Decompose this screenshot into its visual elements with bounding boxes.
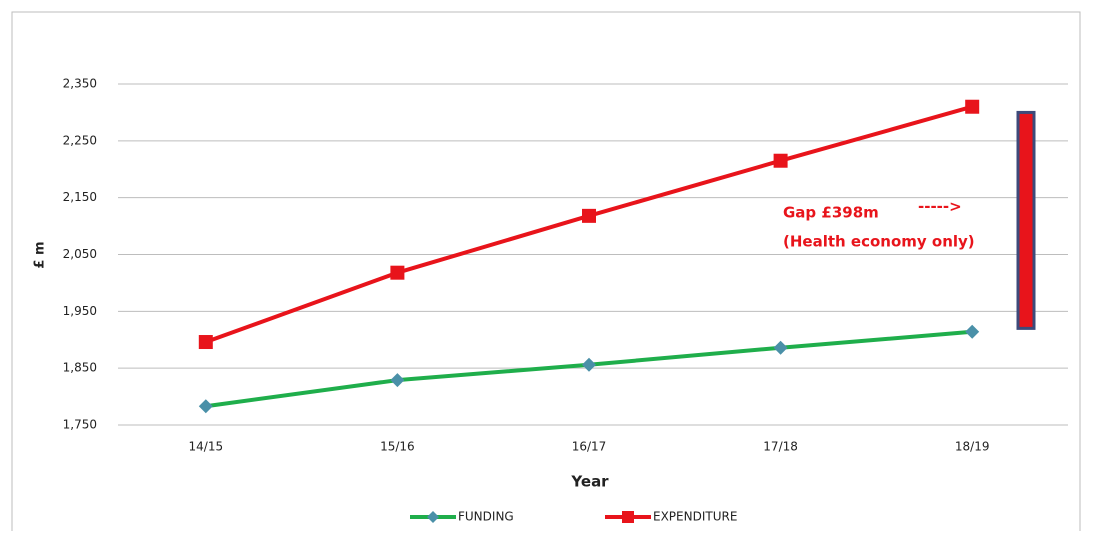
marker: [198, 399, 213, 414]
y-tick-label: 1,950: [63, 304, 97, 318]
y-tick-label: 1,850: [63, 361, 97, 375]
x-tick-label: 17/18: [763, 440, 798, 454]
marker: [198, 335, 213, 350]
y-tick-label: 2,250: [63, 133, 97, 147]
marker: [390, 265, 405, 280]
legend-label: EXPENDITURE: [653, 510, 737, 524]
y-axis-label: £ m: [33, 241, 48, 268]
annotation: Gap £398m: [783, 204, 879, 222]
y-tick-label: 2,350: [63, 77, 97, 91]
marker: [582, 357, 596, 372]
marker: [622, 511, 634, 523]
y-tick-label: 2,150: [63, 190, 97, 204]
x-tick-label: 18/19: [955, 440, 990, 454]
x-tick-label: 15/16: [380, 440, 415, 454]
annotation: (Health economy only): [783, 233, 975, 251]
marker: [773, 340, 788, 355]
chart-frame: [11, 11, 1081, 535]
y-tick-label: 1,750: [63, 418, 97, 432]
x-tick-label: 16/17: [572, 440, 607, 454]
marker: [965, 324, 980, 339]
marker: [427, 511, 439, 523]
x-axis-label: Year: [570, 473, 609, 491]
gap-bar: [1016, 110, 1036, 330]
annotation-arrow: ----->: [918, 198, 962, 216]
legend-label: FUNDING: [458, 510, 514, 524]
y-tick-label: 2,050: [63, 247, 97, 261]
marker: [773, 153, 788, 168]
marker: [582, 208, 596, 223]
marker: [390, 373, 405, 388]
x-tick-label: 14/15: [189, 440, 224, 454]
marker: [965, 99, 980, 114]
